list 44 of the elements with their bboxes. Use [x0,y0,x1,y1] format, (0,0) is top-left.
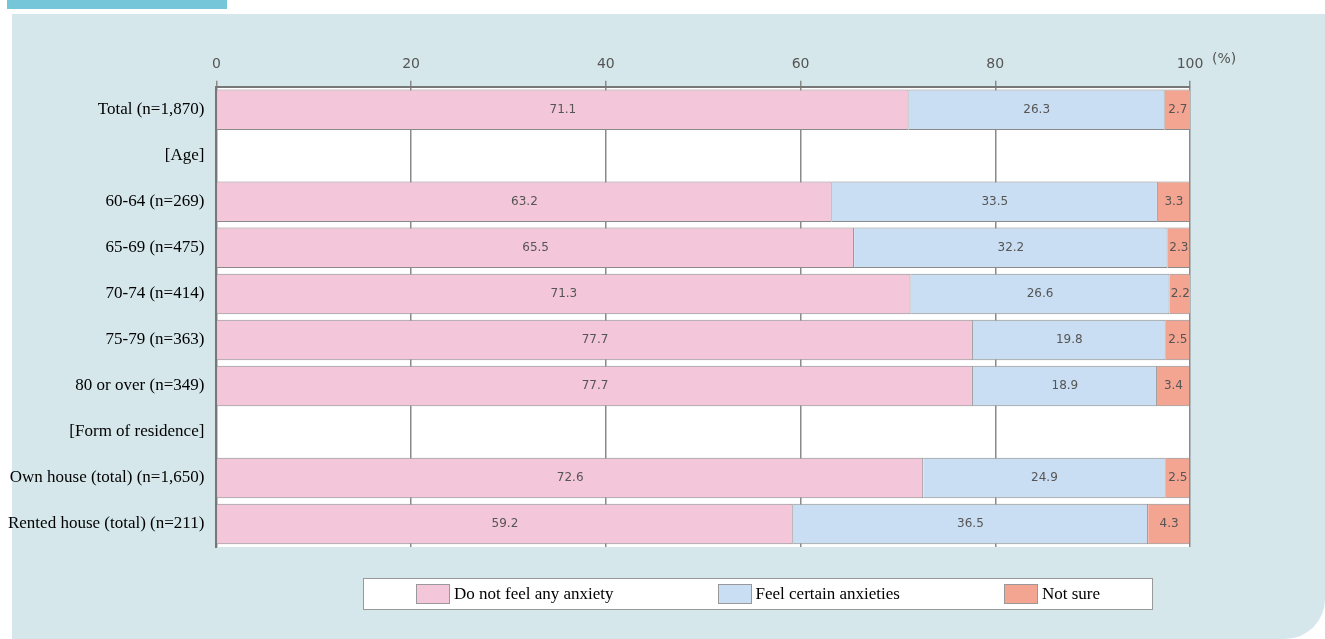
x-tick-label: 100 [1176,55,1204,72]
y-tick-label: Own house (total) (n=1,650) [9,467,205,487]
y-tick-label: Rented house (total) (n=211) [7,513,205,533]
text: Do not feel any anxiety [453,584,614,604]
x-tick-label: 20 [402,55,421,72]
data-label: 2.2 [1170,286,1190,301]
x-tick-label: 80 [986,55,1005,72]
data-label: 77.7 [581,332,609,347]
x-axis-title: (%) [1212,50,1237,67]
data-label: 2.7 [1168,101,1188,116]
data-label: 26.6 [1026,286,1054,301]
data-label: 3.3 [1164,193,1184,208]
data-label: 26.3 [1023,101,1051,116]
data-label: 77.7 [581,378,609,393]
y-tick-label: 75-79 (n=363) [105,329,205,349]
data-label: 65.5 [522,239,549,254]
data-label: 59.2 [491,516,519,531]
x-tick-label: 0 [211,55,221,72]
data-label: 32.2 [997,239,1025,254]
data-label: 18.9 [1051,378,1079,393]
data-label: 72.6 [556,470,584,485]
data-label: 3.4 [1163,378,1183,393]
data-label: 24.9 [1031,470,1058,485]
data-label: 63.2 [511,193,538,208]
data-label: 2.3 [1169,239,1189,254]
legend-label: Not sure [1041,584,1100,604]
y-tick-label: [Form of residence] [69,421,205,441]
data-label: 36.5 [957,516,984,531]
y-tick-label: 60-64 (n=269) [105,191,205,211]
data-label: 4.3 [1159,516,1179,531]
x-tick-label: 40 [596,55,615,72]
data-label: 2.5 [1168,470,1188,485]
legend-label: Feel certain anxieties [755,584,900,604]
data-label: 71.1 [549,101,577,116]
data-label: 71.3 [550,286,578,301]
data-label: 19.8 [1055,332,1083,347]
y-tick-label: [Age] [164,145,205,165]
data-label: 2.5 [1168,332,1188,347]
x-tick-label: 60 [791,55,810,72]
y-tick-label: 65-69 (n=475) [105,237,205,257]
data-label: 33.5 [981,193,1009,208]
y-tick-label: 80 or over (n=349) [75,375,205,395]
y-tick-label: 70-74 (n=414) [105,283,205,303]
y-tick-label: Total (n=1,870) [97,99,205,119]
